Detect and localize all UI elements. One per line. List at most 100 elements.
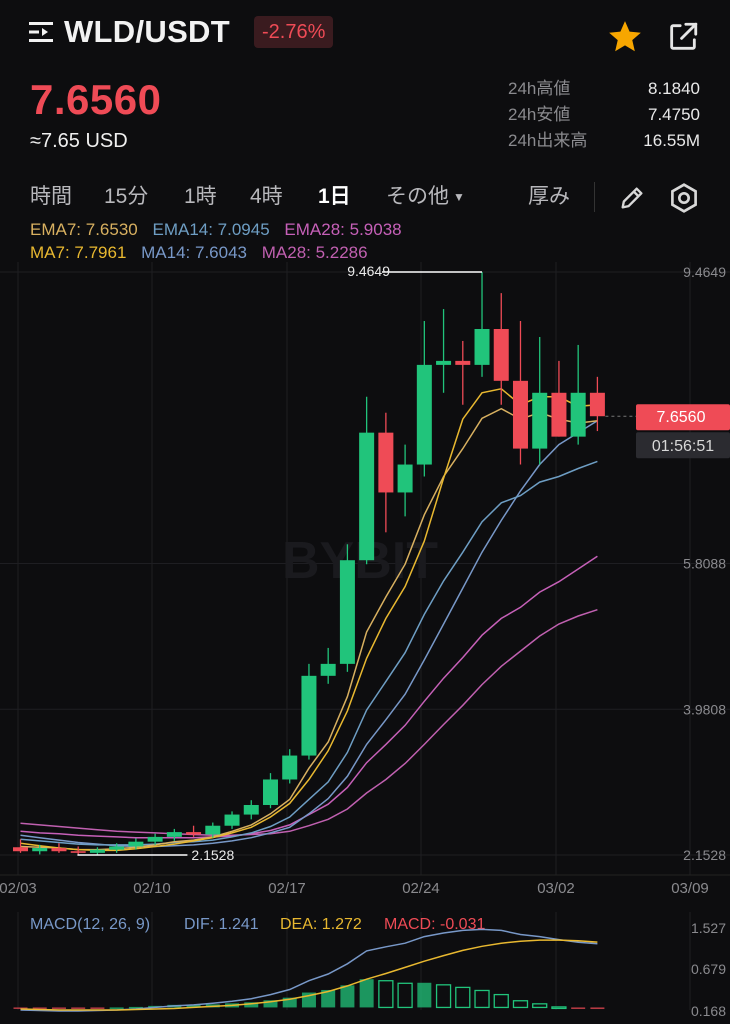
ema7-line <box>20 407 598 851</box>
ema7-label: EMA7: 7.6530 <box>30 220 138 239</box>
candle-body <box>32 848 48 852</box>
candle-body <box>51 848 67 852</box>
candle-body <box>109 846 125 850</box>
ma14-label: MA14: 7.6043 <box>141 243 247 262</box>
macd-tick-label: 0.679 <box>691 961 726 977</box>
macd-bar <box>397 982 413 1009</box>
macd-bar <box>321 989 336 1008</box>
price-chart[interactable]: BYBIT9.46492.15289.46495.80883.98082.152… <box>0 260 730 1024</box>
ema14-line <box>20 460 598 846</box>
candle-body <box>186 832 202 835</box>
header: WLD/USDT -2.76% <box>0 0 730 70</box>
star-icon[interactable] <box>606 18 644 56</box>
macd-bar <box>493 993 509 1009</box>
tab-1h[interactable]: 1時 <box>184 185 217 208</box>
candle-body <box>397 464 413 493</box>
low-marker-label: 2.1528 <box>191 847 234 863</box>
macd-bar <box>109 1007 124 1009</box>
stat-value: 8.1840 <box>648 79 700 98</box>
share-icon[interactable] <box>666 20 700 54</box>
ema14-label: EMA14: 7.0945 <box>152 220 270 239</box>
macd-bar <box>32 1007 47 1009</box>
macd-tick-label: 1.527 <box>691 920 726 936</box>
stat-value: 16.55M <box>643 131 700 150</box>
macd-bar <box>571 1007 586 1009</box>
candle-body <box>416 364 432 465</box>
tab-more[interactable]: その他 ▼ <box>386 180 465 210</box>
ema28-label: EMA28: 5.9038 <box>284 220 402 239</box>
macd-bar <box>532 1003 548 1009</box>
y-tick-label: 2.1528 <box>683 847 726 863</box>
ma28-label: MA28: 5.2286 <box>261 243 368 262</box>
macd-bar <box>551 1006 567 1010</box>
macd-bar <box>71 1007 86 1009</box>
ma28-line <box>20 608 598 837</box>
menu-icon[interactable] <box>28 20 54 44</box>
current-price-tag <box>636 404 730 431</box>
macd-dea-label: DEA: 1.272 <box>280 916 362 933</box>
macd-bar <box>51 1007 66 1009</box>
ma7-line <box>20 387 598 852</box>
candle-body <box>262 779 278 805</box>
candle-body <box>224 814 240 826</box>
macd-bar <box>128 1006 143 1009</box>
macd-bar <box>263 1000 278 1008</box>
x-tick-label: 03/09 <box>671 880 709 897</box>
tab-depth[interactable]: 厚み <box>528 185 570 208</box>
candle-body <box>436 360 452 365</box>
stat-low: 24h安値 7.4750 <box>508 102 700 128</box>
stats-panel: 24h高値 8.1840 24h安値 7.4750 24h出来高 16.55M <box>508 76 700 154</box>
caret-down-icon: ▼ <box>453 190 465 205</box>
tab-4h[interactable]: 4時 <box>250 185 283 208</box>
change-badge: -2.76% <box>254 16 334 48</box>
candle-body <box>147 836 163 842</box>
stat-label: 24h出来高 <box>508 131 588 150</box>
macd-tick-label: 0.168 <box>691 1003 726 1019</box>
macd-bar <box>282 997 297 1008</box>
tab-time[interactable]: 時間 <box>30 185 72 208</box>
stat-high: 24h高値 8.1840 <box>508 76 700 102</box>
candle-body <box>301 675 317 756</box>
candle-body <box>282 755 298 780</box>
last-price: 7.6560 <box>30 76 162 123</box>
timeframe-tabs: 時間 15分 1時 4時 1日 その他 ▼ 厚み <box>0 172 730 218</box>
candle-body <box>474 328 490 365</box>
ma7-label: MA7: 7.7961 <box>30 243 127 262</box>
macd-bar <box>90 1007 105 1009</box>
y-tick-label: 9.4649 <box>683 264 726 280</box>
macd-bar <box>244 1002 259 1008</box>
candle-body <box>128 841 144 847</box>
pair-title[interactable]: WLD/USDT <box>64 14 230 49</box>
candle-body <box>166 832 182 837</box>
x-tick-label: 03/02 <box>537 880 575 897</box>
candle-body <box>320 663 336 676</box>
candle-body <box>89 849 105 853</box>
divider <box>594 182 595 212</box>
countdown-label: 01:56:51 <box>652 438 714 455</box>
candle-body <box>589 392 605 417</box>
candle-body <box>339 560 355 664</box>
tab-15m[interactable]: 15分 <box>104 185 149 208</box>
macd-bar <box>590 1007 605 1010</box>
candle-body <box>570 392 586 437</box>
countdown-tag <box>636 432 730 459</box>
stat-volume: 24h出来高 16.55M <box>508 128 700 154</box>
x-tick-label: 02/03 <box>0 880 37 897</box>
macd-bar <box>378 980 394 1009</box>
pencil-icon[interactable] <box>618 184 646 212</box>
settings-icon[interactable] <box>668 182 700 214</box>
tab-more-label: その他 <box>386 185 449 208</box>
stat-label: 24h高値 <box>508 79 571 98</box>
candle-body <box>493 328 509 381</box>
candle-body <box>455 360 471 365</box>
macd-name-label: MACD(12, 26, 9) <box>30 916 150 933</box>
tab-1d[interactable]: 1日 <box>318 185 351 208</box>
usd-equivalent: ≈7.65 USD <box>30 130 128 152</box>
macd-bar <box>455 986 471 1009</box>
candle-body <box>70 851 86 853</box>
high-marker-label: 9.4649 <box>347 263 390 279</box>
y-tick-label: 3.9808 <box>683 701 726 717</box>
x-tick-label: 02/17 <box>268 880 306 897</box>
macd-dif-label: DIF: 1.241 <box>184 916 259 933</box>
macd-bar <box>474 989 490 1009</box>
